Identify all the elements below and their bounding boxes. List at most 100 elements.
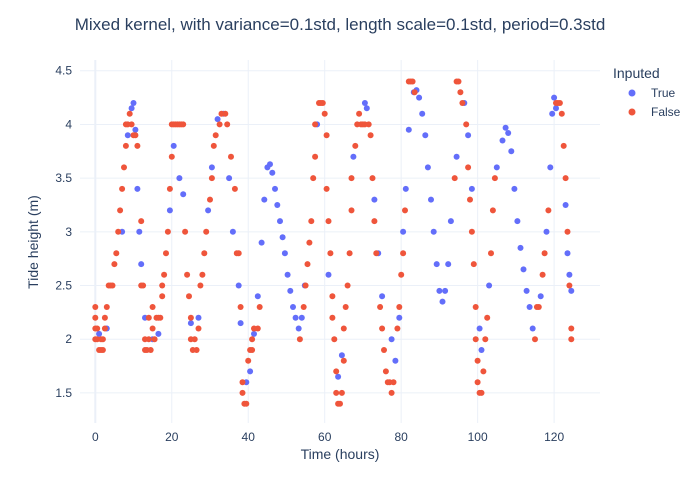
data-point-false[interactable]: [478, 389, 485, 396]
legend-item-true[interactable]: True: [628, 86, 676, 100]
data-point-true[interactable]: [508, 148, 515, 155]
data-point-false[interactable]: [168, 153, 175, 160]
data-point-false[interactable]: [254, 325, 261, 332]
data-point-false[interactable]: [337, 400, 343, 407]
data-point-false[interactable]: [346, 250, 353, 257]
data-point-false[interactable]: [237, 304, 244, 310]
data-point-false[interactable]: [163, 250, 169, 257]
data-point-false[interactable]: [312, 121, 319, 128]
data-point-false[interactable]: [210, 142, 217, 149]
data-point-false[interactable]: [468, 228, 475, 235]
data-point-true[interactable]: [568, 287, 575, 294]
data-point-false[interactable]: [166, 185, 173, 192]
data-point-true[interactable]: [363, 105, 370, 112]
data-point-false[interactable]: [327, 250, 334, 257]
data-point-false[interactable]: [208, 175, 215, 182]
data-point-false[interactable]: [122, 142, 129, 149]
data-point-false[interactable]: [132, 132, 139, 139]
data-point-true[interactable]: [295, 325, 302, 332]
data-point-false[interactable]: [451, 175, 458, 182]
data-point-true[interactable]: [290, 304, 296, 310]
data-point-false[interactable]: [151, 336, 158, 343]
data-point-true[interactable]: [436, 287, 443, 294]
data-point-true[interactable]: [416, 94, 423, 101]
data-point-false[interactable]: [310, 175, 317, 182]
data-point-false[interactable]: [99, 347, 106, 353]
data-point-false[interactable]: [369, 175, 376, 182]
data-point-false[interactable]: [459, 100, 466, 106]
data-point-true[interactable]: [551, 94, 558, 101]
data-point-false[interactable]: [356, 110, 363, 117]
data-point-false[interactable]: [474, 357, 481, 364]
legend-item-false[interactable]: False: [628, 105, 681, 119]
data-point-false[interactable]: [109, 282, 116, 289]
data-point-true[interactable]: [371, 196, 378, 203]
data-point-true[interactable]: [396, 314, 403, 321]
data-point-true[interactable]: [287, 287, 294, 294]
data-point-true[interactable]: [258, 239, 265, 246]
data-point-true[interactable]: [361, 100, 368, 106]
data-point-true[interactable]: [187, 320, 194, 327]
data-point-true[interactable]: [170, 142, 177, 149]
data-point-true[interactable]: [208, 164, 215, 171]
data-point-false[interactable]: [256, 304, 263, 310]
data-point-true[interactable]: [486, 282, 493, 289]
data-point-true[interactable]: [134, 185, 141, 192]
data-point-true[interactable]: [269, 169, 276, 176]
data-point-false[interactable]: [560, 142, 567, 149]
data-point-true[interactable]: [325, 271, 332, 278]
data-point-false[interactable]: [111, 261, 118, 268]
data-point-false[interactable]: [312, 153, 319, 160]
data-point-false[interactable]: [331, 336, 338, 343]
data-point-false[interactable]: [338, 389, 345, 396]
data-point-false[interactable]: [304, 261, 311, 268]
data-point-true[interactable]: [124, 132, 131, 139]
data-point-false[interactable]: [224, 121, 231, 128]
data-point-true[interactable]: [405, 126, 412, 133]
data-point-false[interactable]: [348, 175, 355, 182]
data-point-true[interactable]: [439, 298, 446, 305]
data-point-true[interactable]: [564, 250, 571, 257]
data-point-false[interactable]: [394, 325, 401, 332]
data-point-false[interactable]: [539, 271, 546, 278]
data-point-false[interactable]: [484, 314, 491, 321]
data-point-false[interactable]: [201, 250, 208, 257]
data-point-false[interactable]: [235, 250, 242, 257]
data-point-true[interactable]: [132, 126, 139, 133]
data-point-false[interactable]: [243, 400, 250, 407]
data-point-true[interactable]: [379, 293, 386, 300]
data-point-false[interactable]: [140, 282, 147, 289]
data-point-false[interactable]: [228, 153, 234, 160]
data-point-false[interactable]: [207, 196, 213, 203]
data-point-false[interactable]: [182, 228, 189, 235]
data-point-false[interactable]: [467, 196, 473, 203]
data-point-false[interactable]: [157, 314, 164, 321]
data-point-true[interactable]: [281, 250, 288, 257]
data-point-false[interactable]: [455, 78, 462, 85]
data-point-true[interactable]: [128, 105, 135, 112]
data-point-true[interactable]: [502, 124, 509, 131]
data-point-false[interactable]: [296, 336, 303, 343]
data-point-true[interactable]: [272, 185, 278, 192]
data-point-false[interactable]: [308, 218, 315, 225]
data-point-false[interactable]: [245, 357, 252, 364]
data-point-true[interactable]: [195, 314, 202, 321]
data-point-true[interactable]: [96, 330, 103, 337]
data-point-false[interactable]: [99, 336, 106, 343]
data-point-true[interactable]: [284, 271, 291, 278]
data-point-false[interactable]: [352, 142, 359, 149]
data-point-false[interactable]: [568, 325, 575, 332]
data-point-false[interactable]: [344, 282, 351, 289]
data-point-false[interactable]: [249, 347, 256, 353]
data-point-false[interactable]: [482, 336, 489, 343]
data-point-false[interactable]: [306, 239, 313, 246]
data-point-true[interactable]: [166, 207, 173, 214]
data-point-true[interactable]: [447, 218, 454, 225]
data-point-false[interactable]: [388, 389, 395, 396]
data-point-true[interactable]: [155, 330, 162, 337]
data-point-false[interactable]: [398, 271, 405, 278]
data-point-true[interactable]: [251, 330, 257, 337]
data-point-false[interactable]: [568, 336, 575, 343]
data-point-false[interactable]: [101, 325, 108, 332]
data-point-true[interactable]: [180, 191, 187, 198]
